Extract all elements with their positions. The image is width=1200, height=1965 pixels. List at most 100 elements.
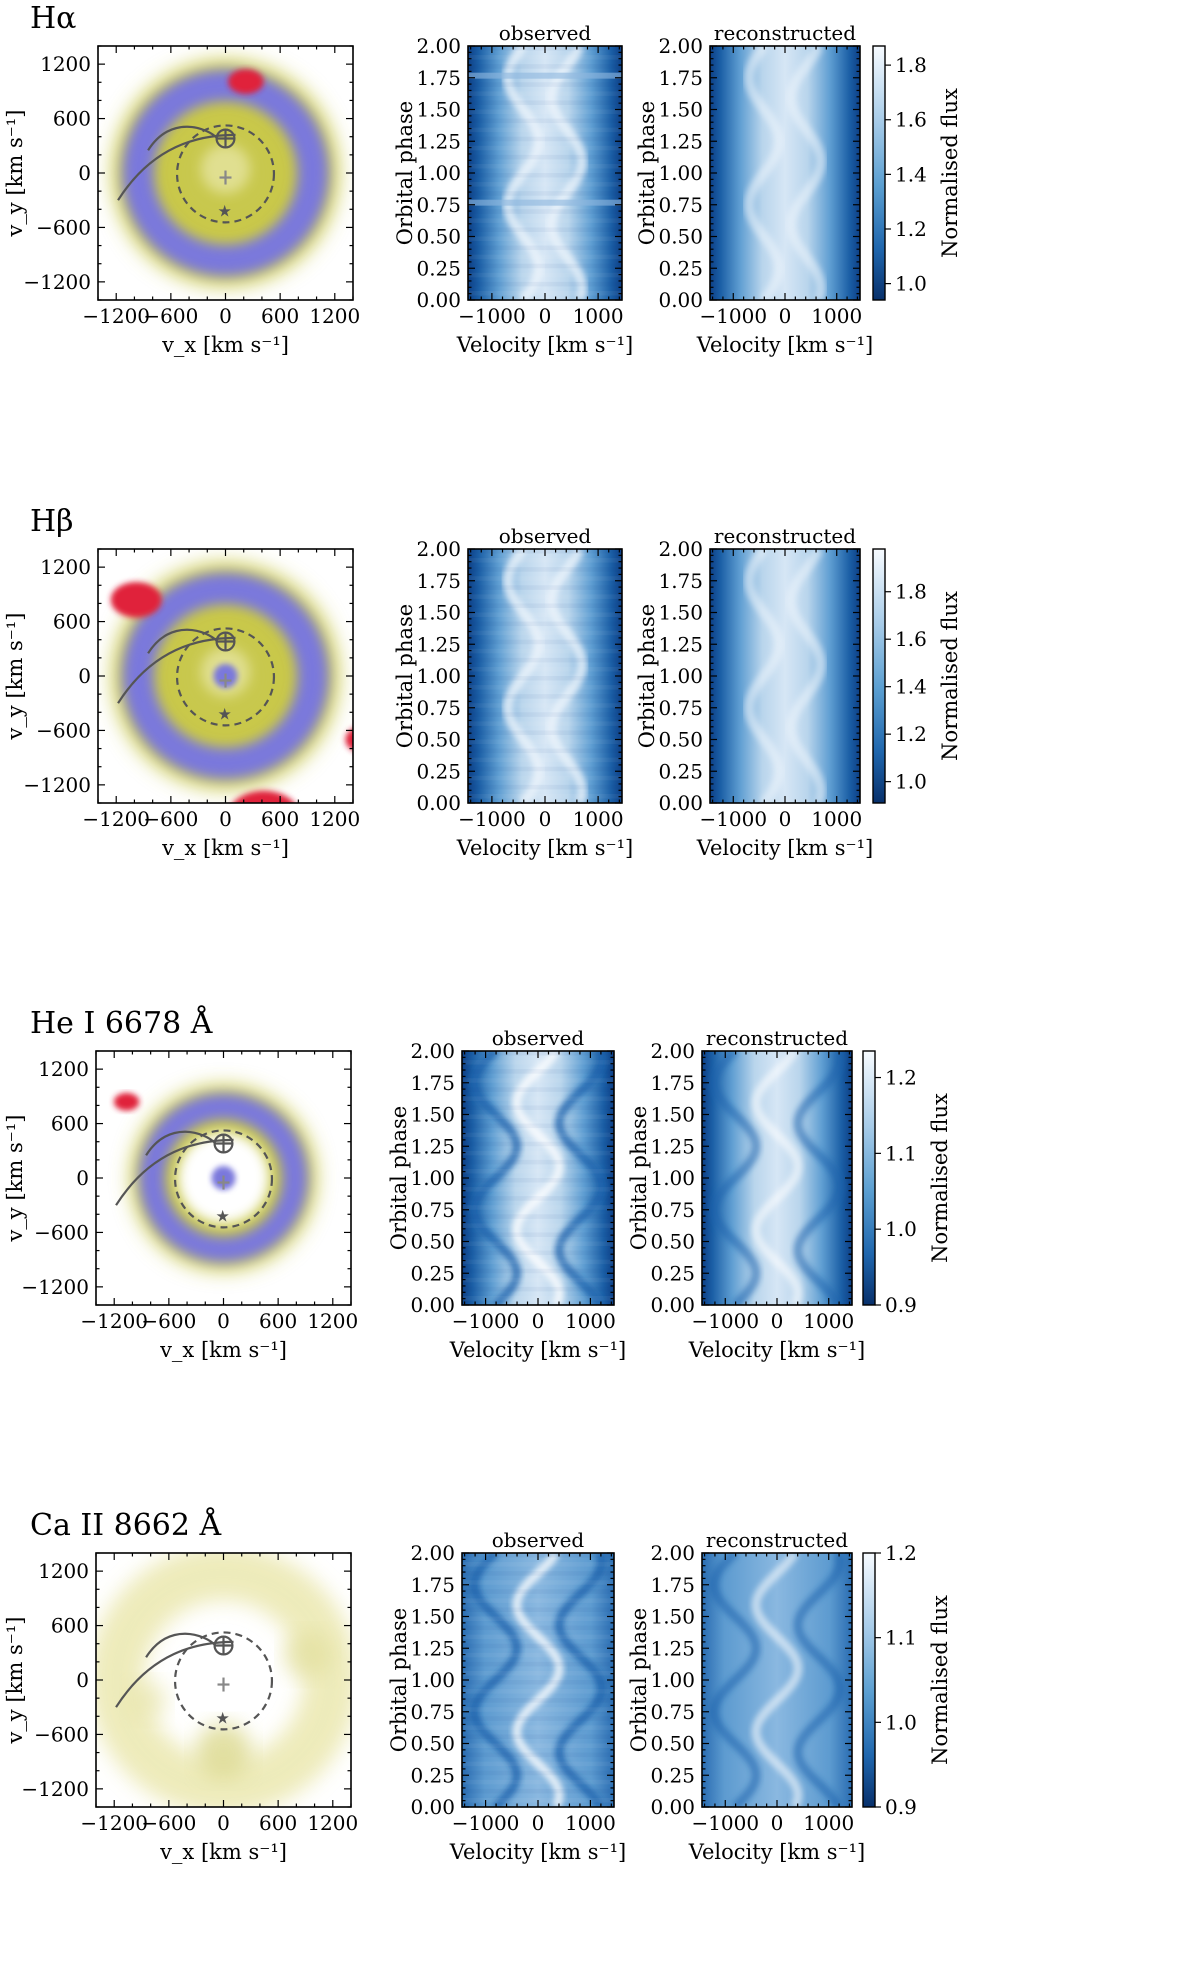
velocity-axis-label: Velocity [km s⁻¹] [696,333,873,357]
spectrum-row [468,685,622,690]
phase-tick-label: 1.75 [650,1573,695,1597]
map-overlay [115,1631,274,1731]
spectrum-row [468,766,622,772]
keplerian-stream [145,1632,217,1658]
phase-tick-label: 1.00 [658,664,703,688]
white-dwarf-marker: ★ [216,1708,230,1727]
s-wave [709,1051,761,1305]
spectrum-row [468,163,622,169]
phase-tick-label: 1.00 [650,1166,695,1190]
phase-tick-label: 0.00 [658,288,703,312]
phase-tick-label: 0.75 [416,193,461,217]
spectrum-row [462,1087,614,1092]
s-wave [785,549,827,803]
phase-tick-label: 1.25 [650,1134,695,1158]
phase-tick-label: 2.00 [416,537,461,561]
hotspot-1 [113,1092,140,1111]
velocity-tick-label: 0 [771,1811,784,1835]
spectrum-row [468,118,622,124]
observed-ticks [468,45,622,301]
observed-trail-panel: 0.00 0.25 0.50 0.75 1.00 1.25 1.50 1.75 2.00 −100… [393,21,633,357]
reconstructed-trail-panel: 0.00 0.25 0.50 0.75 1.00 1.25 1.50 1.75 2.00 −100… [635,524,873,860]
phase-axis-label: Orbital phase [387,1106,411,1250]
s-wave [546,549,587,803]
map-ticks [95,1552,352,1808]
map-y-tick-label: −600 [34,1220,89,1244]
phase-tick-label: 0.50 [658,728,703,752]
observed-title: observed [499,524,592,548]
spectrum-row [462,1734,614,1739]
spectrum-row [462,1259,614,1265]
phase-axis-label: Orbital phase [387,1608,411,1752]
white-dwarf-marker: ★ [218,201,232,220]
colorbar-tick-label: 1.0 [895,770,927,794]
velocity-tick-label: 0 [539,807,552,831]
velocity-tick-label: −1000 [458,304,526,328]
spectrum-row [462,1096,614,1101]
phase-tick-label: 0.00 [416,288,461,312]
phase-tick-label: 1.50 [416,98,461,122]
map-y-tick-label: 600 [53,610,91,634]
colorbar-tick-label: 1.2 [885,1066,917,1090]
map-image [98,549,353,803]
map-x-tick-label: 0 [217,1811,230,1835]
observed-trail-image [462,1553,614,1807]
phase-tick-label: 0.75 [650,1198,695,1222]
colorbar-gradient [872,45,886,301]
velocity-tick-label: 1000 [803,1309,854,1333]
spectrum-row [468,199,622,206]
colorbar-gradient [872,548,886,804]
colorbar-label: Normalised flux [938,88,962,258]
spectrum-row [462,1716,614,1721]
colorbar-tick-label: 1.2 [895,217,927,241]
phase-tick-label: 1.75 [650,1071,695,1095]
observed-ticks [468,548,622,804]
spectrum-row [462,1689,614,1694]
spectrum-row [468,576,622,581]
reconstructed-ticks [702,1552,852,1808]
s-wave [751,1051,803,1305]
phase-axis-label: Orbital phase [635,604,659,748]
spectrum-row [468,127,622,133]
spectrum-row [462,1250,614,1256]
velocity-tick-label: 0 [532,1309,545,1333]
map-x-tick-label: 600 [259,1309,297,1333]
map-y-tick-label: −1200 [21,1777,89,1801]
colorbar-tick-label: 1.0 [885,1217,917,1241]
map-ticks [95,1050,352,1306]
spectrum-row [462,1196,614,1201]
ballistic-stream [117,133,236,201]
spectrum-row [468,558,622,563]
colorbar: 0.9 1.0 1.1 1.2 Normalised flux [862,1050,952,1317]
phase-tick-label: 0.75 [650,1700,695,1724]
map-y-tick-label: −600 [36,215,91,239]
colorbar-gradient [862,1552,876,1808]
map-x-tick-label: −600 [143,304,198,328]
spectrum-row [462,1589,614,1594]
map-y-tick-label: −1200 [23,270,91,294]
map-x-tick-label: 600 [259,1811,297,1835]
spectrum-row [462,1060,614,1065]
phase-tick-label: 0.75 [658,696,703,720]
spectrum-row [462,1232,614,1237]
hotspot-3 [345,728,353,751]
colorbar-label: Normalised flux [928,1595,952,1765]
colorbar-gradient [862,1050,876,1306]
phase-tick-label: 1.75 [658,569,703,593]
reconstructed-trail-panel: 0.00 0.25 0.50 0.75 1.00 1.25 1.50 1.75 2.00 −100… [627,1026,865,1362]
phase-tick-label: 1.25 [658,129,703,153]
phase-tick-label: 1.75 [658,66,703,90]
phase-tick-label: 0.25 [658,759,703,783]
map-y-tick-label: 0 [78,664,91,688]
spectrum-row [468,712,622,717]
s-wave [503,549,544,803]
velocity-tick-label: 1000 [573,304,624,328]
phase-tick-label: 1.00 [416,161,461,185]
phase-tick-label: 2.00 [650,1039,695,1063]
phase-tick-label: 1.50 [650,1605,695,1629]
observed-trail-panel: 0.00 0.25 0.50 0.75 1.00 1.25 1.50 1.75 2.00 −100… [393,524,633,860]
velocity-tick-label: 1000 [565,1811,616,1835]
phase-tick-label: 0.25 [410,1763,455,1787]
